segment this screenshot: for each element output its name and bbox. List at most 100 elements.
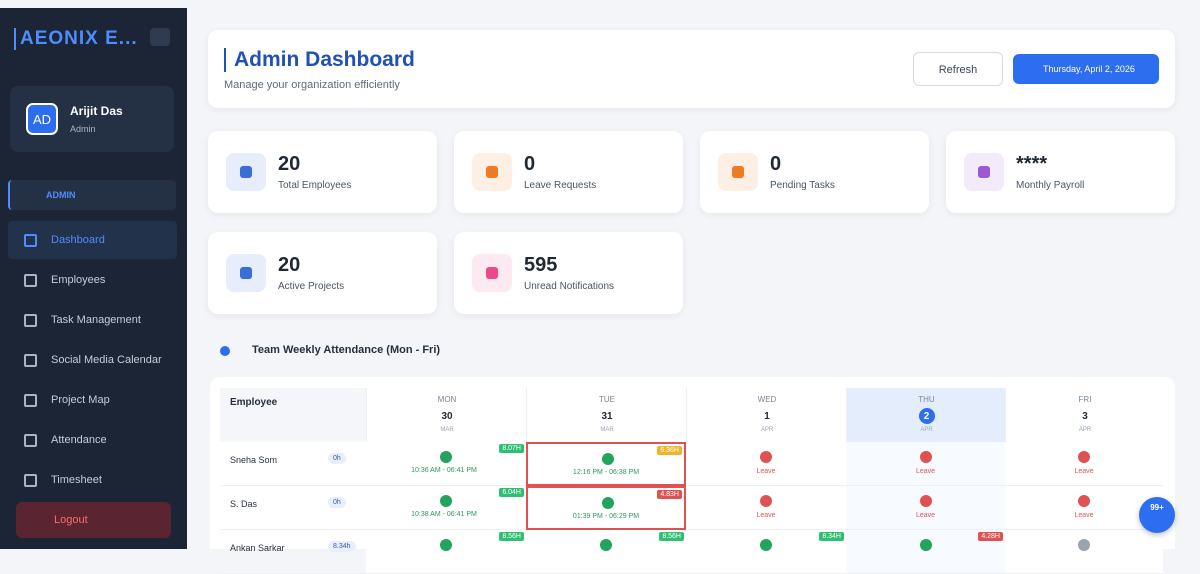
stat-card: **** Monthly Payroll	[946, 131, 1175, 213]
attendance-cell: 6.04H 10:38 AM - 06:41 PM	[366, 486, 526, 530]
day-date: 3	[1082, 411, 1088, 422]
attendance-cell: Leave	[1005, 442, 1163, 486]
hours-badge: 8.56H	[659, 532, 684, 541]
hours-badge: 4.83H	[657, 490, 682, 499]
stat-value: 20	[278, 254, 301, 276]
nav-item[interactable]: Employees	[8, 261, 177, 299]
attendance-cell: Leave	[846, 486, 1005, 530]
stat-icon-glyph	[732, 166, 744, 178]
status-icon	[602, 497, 614, 509]
day-header: MON 30 MAR	[366, 388, 526, 442]
stat-card: 20 Active Projects	[208, 232, 437, 314]
date-button[interactable]: Thursday, April 2, 2026	[1013, 54, 1159, 84]
day-header: WED 1 APR	[686, 388, 846, 442]
status-icon	[1078, 539, 1090, 551]
stat-icon-glyph	[486, 166, 498, 178]
employee-total: 0h	[328, 453, 346, 464]
nav-label: Task Management	[51, 314, 141, 326]
status-icon	[919, 495, 932, 507]
stat-value: ****	[1016, 153, 1048, 175]
attendance-cell: 8.07H 10:36 AM - 06:41 PM	[366, 442, 526, 486]
attendance-title: Team Weekly Attendance (Mon - Fri)	[252, 344, 441, 356]
stat-value: 595	[524, 254, 558, 276]
day-date: 31	[601, 411, 613, 422]
status-icon	[440, 495, 452, 507]
attendance-cell: 6.36H 12:16 PM - 06:38 PM	[526, 442, 686, 486]
status-icon	[919, 539, 932, 551]
leave-label: Leave	[1074, 512, 1094, 519]
nav-icon	[24, 393, 37, 407]
attendance-cell: Leave	[846, 442, 1005, 486]
nav-item[interactable]: Timesheet	[8, 461, 177, 499]
leave-label: Leave	[915, 512, 936, 519]
stat-icon-glyph	[978, 166, 990, 178]
day-month: MAR	[440, 427, 454, 433]
nav-item[interactable]: Social Media Calendar	[8, 341, 177, 379]
status-icon	[760, 539, 772, 551]
header: Admin Dashboard Manage your organization…	[208, 30, 1175, 108]
day-header: FRI 3 APR	[1005, 388, 1163, 442]
stat-value: 20	[278, 153, 301, 175]
employee-total: 8.34h	[328, 541, 356, 552]
attendance-cell: 4.83H 01:39 PM - 06:29 PM	[526, 486, 686, 530]
nav-item[interactable]: Dashboard	[8, 221, 177, 259]
day-month: APR	[1078, 427, 1092, 433]
leave-label: Leave	[1074, 468, 1094, 475]
status-icon	[919, 451, 932, 463]
nav-label: Social Media Calendar	[51, 354, 162, 366]
stat-icon-glyph	[240, 166, 252, 178]
status-icon	[760, 495, 772, 507]
notification-badge[interactable]: 99+	[1139, 497, 1175, 533]
day-header: THU 2 APR	[846, 388, 1005, 442]
page: AEONIX E... AD Arijit Das Admin ADMIN Da…	[0, 8, 1175, 574]
stat-card: 0 Pending Tasks	[700, 131, 929, 213]
clock-icon	[220, 346, 230, 356]
user-role: Admin	[70, 124, 96, 134]
nav-item[interactable]: Attendance	[8, 421, 177, 459]
nav-item[interactable]: Project Map	[8, 381, 177, 419]
stat-label: Unread Notifications	[524, 281, 615, 292]
day-name: THU	[918, 395, 935, 404]
employee-name: S. Das	[220, 486, 366, 530]
employee-name: Sneha Som	[220, 442, 366, 486]
nav-icon	[24, 353, 37, 367]
brand: AEONIX E...	[14, 28, 138, 50]
hours-badge: 8.34H	[819, 532, 844, 541]
shift-time: 01:39 PM - 06:29 PM	[572, 513, 640, 520]
hours-badge: 8.07H	[499, 444, 524, 453]
leave-label: Leave	[756, 468, 776, 475]
collapse-button[interactable]	[150, 28, 170, 46]
stat-value: 0	[770, 153, 782, 175]
nav-icon	[24, 273, 37, 287]
leave-label: Leave	[915, 468, 936, 475]
stat-value: 0	[524, 153, 536, 175]
section-toggle[interactable]: ADMIN	[8, 180, 176, 210]
stat-label: Active Projects	[278, 281, 345, 292]
day-name: WED	[757, 395, 777, 404]
stat-card: 20 Total Employees	[208, 131, 437, 213]
status-icon	[602, 453, 614, 465]
stat-label: Pending Tasks	[770, 180, 835, 191]
logout-button[interactable]: Logout	[16, 502, 171, 538]
stat-card: 0 Leave Requests	[454, 131, 683, 213]
nav-label: Project Map	[51, 394, 110, 406]
day-month: APR	[920, 427, 933, 433]
nav-item[interactable]: Task Management	[8, 301, 177, 339]
day-name: TUE	[599, 395, 615, 404]
day-month: APR	[760, 427, 774, 433]
nav-label: Dashboard	[51, 234, 105, 246]
user-name: Arijit Das	[70, 104, 123, 118]
stat-label: Monthly Payroll	[1016, 180, 1085, 191]
shift-time: 10:36 AM - 06:41 PM	[411, 467, 477, 474]
attendance-cell: Leave	[1005, 486, 1163, 530]
avatar: AD	[26, 103, 58, 135]
stat-icon-glyph	[486, 267, 498, 279]
day-name: MON	[437, 395, 457, 404]
attendance-cell: Leave	[686, 486, 846, 530]
subtitle: Manage your organization efficiently	[224, 79, 400, 91]
day-month: MAR	[600, 427, 614, 433]
attendance-cell	[1005, 530, 1163, 574]
status-icon	[1078, 495, 1090, 507]
status-icon	[1078, 451, 1090, 463]
refresh-button[interactable]: Refresh	[913, 52, 1003, 86]
